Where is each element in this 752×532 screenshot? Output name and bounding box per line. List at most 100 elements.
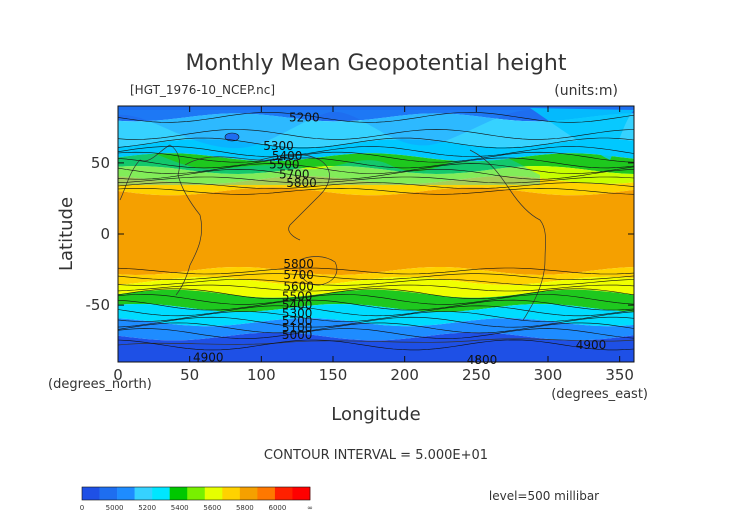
contour-label: 4900	[193, 351, 224, 365]
x-tick-label: 150	[319, 366, 348, 384]
colorbar-swatch	[169, 487, 188, 500]
contour-label: 5500	[282, 290, 313, 304]
color-band	[118, 267, 634, 285]
colorbar-swatch	[82, 487, 100, 500]
colorbar-tick-label: 5200	[138, 504, 156, 512]
contour-label: 5700	[283, 268, 314, 282]
contour-line	[117, 316, 635, 328]
contour-label: 4800	[467, 353, 498, 367]
contour-line	[117, 311, 635, 322]
level-label: level=500 millibar	[489, 489, 599, 503]
color-band	[118, 276, 634, 298]
colorbar-swatch	[274, 487, 293, 500]
y-axis: -50 0 50	[86, 154, 634, 314]
color-band	[118, 106, 634, 122]
contour-label: 5500	[269, 157, 300, 171]
x-tick-label: 0	[113, 366, 123, 384]
colorbar-tick-label: 6000	[269, 504, 287, 512]
contour-label: 5600	[283, 280, 314, 294]
colorbar-tick-label: 0	[80, 504, 84, 512]
contour-label: 5000	[282, 328, 313, 342]
colorbar-tick-label: 5600	[203, 504, 221, 512]
colorbar-swatch	[117, 487, 135, 500]
contour-line	[117, 273, 635, 281]
contour-line	[117, 146, 635, 157]
contour-line	[117, 137, 635, 149]
contour-line	[117, 284, 635, 292]
coastline-asia	[184, 153, 330, 241]
contour-labels: 5200530054005500570058005800570056005500…	[193, 110, 606, 367]
contour-label: 5700	[279, 167, 310, 181]
colorbar-swatch	[99, 487, 118, 500]
contour-line	[117, 339, 635, 351]
y-tick-label: 50	[91, 154, 110, 172]
file-label: [HGT_1976-10_NCEP.nc]	[130, 83, 275, 97]
plot-area: 5200530054005500570058005800570056005500…	[117, 105, 635, 367]
contour-label: 5200	[289, 110, 320, 124]
colorbar: 0 5000 5200 5400 5600 5800 6000 ∞	[80, 486, 313, 512]
color-band	[118, 289, 634, 312]
color-band	[118, 176, 634, 196]
colorbar-swatch	[222, 487, 241, 500]
colorbar-tick-label: ∞	[307, 504, 313, 512]
contour-line	[117, 299, 635, 311]
x-axis-label: Longitude	[331, 404, 421, 425]
colorbar-swatch	[239, 487, 258, 500]
contour-line	[117, 157, 635, 169]
contour-line	[117, 168, 635, 180]
colorbar-swatch	[204, 487, 223, 500]
contour-label: 5200	[282, 314, 313, 328]
coastlines	[117, 144, 635, 346]
contour-label: 5800	[283, 257, 314, 271]
colorbar-tick-label: 5000	[106, 504, 124, 512]
coastline-americas	[469, 149, 546, 321]
contour-label: 5100	[282, 321, 313, 335]
color-band	[118, 153, 634, 174]
colorbar-swatch	[292, 487, 311, 500]
contour-label: 5400	[272, 149, 303, 163]
polar-low-center	[224, 132, 240, 142]
contour-line	[117, 187, 635, 195]
y-unit-label: (degrees_north)	[48, 377, 152, 392]
contour-line	[117, 328, 635, 339]
contour-lines	[117, 112, 635, 351]
y-axis-label: Latitude	[56, 197, 77, 271]
aleutian-low-feature	[530, 108, 634, 160]
x-tick-label: 100	[247, 366, 276, 384]
color-band	[118, 187, 634, 275]
contour-interval-label: CONTOUR INTERVAL = 5.000E+01	[264, 448, 488, 463]
contour-line	[117, 294, 635, 305]
colorbar-tick-label: 5400	[171, 504, 189, 512]
colorbar-frame	[81, 486, 311, 501]
contour-line	[117, 129, 635, 140]
contour-line	[117, 163, 635, 174]
contour-label: 4900	[576, 338, 607, 352]
coastline-europe-africa	[119, 144, 203, 296]
contour-label: 5300	[263, 139, 294, 153]
x-tick-label: 200	[390, 366, 419, 384]
contour-line	[117, 176, 635, 184]
contour-line	[117, 151, 635, 163]
colorbar-swatch	[257, 487, 276, 500]
color-band	[118, 318, 634, 341]
x-tick-label: 250	[462, 366, 491, 384]
colorbar-swatch	[152, 487, 170, 500]
coastline-antarctica	[117, 338, 635, 346]
x-unit-label: (degrees_east)	[551, 387, 648, 402]
contour-label: 5400	[282, 298, 313, 312]
contour-line	[117, 288, 635, 299]
x-tick-label: 50	[180, 366, 199, 384]
colorbar-tick-label: 5800	[236, 504, 254, 512]
color-band	[118, 139, 634, 162]
y-tick-label: -50	[86, 296, 111, 314]
contour-label: 5800	[286, 176, 317, 190]
contour-line	[117, 267, 635, 275]
north-cyan-lobe	[118, 147, 540, 185]
contour-line	[117, 112, 635, 123]
units-label: (units:m)	[554, 83, 618, 99]
color-band	[118, 113, 634, 147]
contour-line	[117, 182, 635, 189]
contour-label: 5300	[282, 307, 313, 321]
chart-title: Monthly Mean Geopotential height	[185, 51, 566, 76]
